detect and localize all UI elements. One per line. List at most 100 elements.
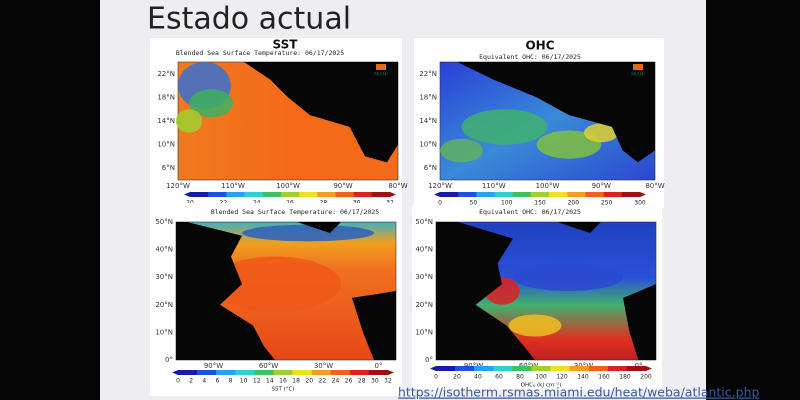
colorbar-segment: [362, 192, 373, 197]
lat-label: 0°: [165, 356, 173, 364]
colorbar-segment: [585, 192, 595, 197]
lat-label: 10°N: [415, 328, 433, 336]
colorbar-segment: [290, 192, 300, 197]
map-feature: [461, 109, 548, 145]
colorbar-segment: [280, 192, 291, 197]
colorbar-label: OHCₑ (kJ cm⁻²): [521, 382, 562, 389]
colorbar-segment: [262, 192, 273, 197]
colorbar-tick: 200: [568, 200, 580, 207]
colorbar-segment: [612, 192, 623, 197]
map-land: [176, 222, 275, 360]
map-feature: [513, 263, 623, 292]
colorbar-segment: [567, 192, 577, 197]
colorbar-tick: 40: [474, 374, 482, 381]
logo-mark: [633, 64, 643, 70]
colorbar-tick: 160: [598, 374, 610, 381]
lat-label: 40°N: [155, 246, 173, 254]
colorbar-segment: [283, 370, 293, 375]
lat-label: 0°: [425, 356, 433, 364]
lat-label: 10°N: [155, 328, 173, 336]
colorbar-segment: [178, 370, 188, 375]
colorbar-segment: [311, 370, 322, 375]
colorbar-label: SST (°C): [272, 387, 295, 393]
colorbar-tick: 28: [358, 378, 366, 385]
colorbar-tick: 12: [253, 378, 261, 385]
map-land: [557, 222, 601, 234]
colorbar-segment: [502, 366, 513, 371]
colorbar-segment: [197, 370, 207, 375]
colorbar-segment: [235, 192, 245, 197]
map-land: [623, 284, 656, 360]
colorbar-segment: [636, 366, 647, 371]
lat-label: 22°N: [419, 70, 437, 78]
panel-subtitle: Blended Sea Surface Temperature: 06/17/2…: [211, 208, 379, 216]
lat-label: 40°N: [415, 246, 433, 254]
colorbar-tick: 300: [634, 200, 646, 207]
colorbar-tick: 30: [371, 378, 379, 385]
map-feature: [189, 89, 233, 118]
colorbar-segment: [326, 192, 336, 197]
lon-label: 30°W: [314, 362, 333, 370]
colorbar-segment: [368, 370, 379, 375]
source-url[interactable]: https://isotherm.rsmas.miami.edu/heat/we…: [398, 385, 759, 400]
colorbar-end: [390, 192, 396, 197]
colorbar-end: [640, 192, 646, 197]
colorbar-segment: [217, 192, 227, 197]
colorbar-segment: [560, 366, 570, 371]
colorbar-end: [434, 192, 440, 197]
map-land: [244, 62, 398, 163]
colorbar-segment: [626, 366, 637, 371]
colorbar-segment: [353, 192, 364, 197]
colorbar-segment: [521, 192, 532, 197]
colorbar-tick: 60: [495, 374, 503, 381]
colorbar-segment: [271, 192, 282, 197]
colorbar-tick: 8: [229, 378, 233, 385]
colorbar-segment: [216, 370, 227, 375]
lat-label: 10°N: [419, 141, 437, 149]
colorbar-segment: [598, 366, 609, 371]
colorbar-tick: 20: [305, 378, 313, 385]
colorbar-tick: 10: [240, 378, 248, 385]
colorbar-segment: [503, 192, 514, 197]
map-land: [457, 62, 655, 163]
colorbar-tick: 180: [619, 374, 631, 381]
lon-label: 0°: [375, 362, 383, 370]
logo-text: MIAMI: [374, 72, 388, 78]
colorbar-segment: [263, 370, 274, 375]
lon-label: 110°W: [482, 182, 506, 190]
colorbar-segment: [440, 192, 450, 197]
colorbar-tick: 4: [202, 378, 206, 385]
colorbar-segment: [244, 192, 254, 197]
colorbar-tick: 18: [292, 378, 300, 385]
logo-text: MIAMI: [631, 72, 645, 78]
lon-label: 60°W: [259, 362, 278, 370]
colorbar-segment: [576, 192, 586, 197]
colorbar-segment: [549, 192, 559, 197]
colorbar-segment: [603, 192, 614, 197]
colorbar-tick: 150: [534, 200, 546, 207]
colorbar-end: [184, 192, 190, 197]
slide-title: Estado actual: [147, 2, 351, 37]
colorbar-tick: 200: [640, 374, 652, 381]
map-feature: [584, 123, 619, 143]
colorbar-tick: 140: [577, 374, 589, 381]
map-land: [352, 291, 396, 360]
colorbar-segment: [494, 192, 504, 197]
colorbar-end: [388, 370, 394, 375]
colorbar-segment: [199, 192, 209, 197]
colorbar-segment: [617, 366, 628, 371]
colorbar-tick: 100: [535, 374, 547, 381]
colorbar-segment: [621, 192, 632, 197]
colorbar-tick: 32: [384, 378, 392, 385]
colorbar-segment: [540, 192, 550, 197]
lat-label: 20°N: [155, 301, 173, 309]
colorbar-segment: [455, 366, 465, 371]
colorbar-tick: 250: [601, 200, 613, 207]
colorbar-segment: [579, 366, 590, 371]
colorbar-segment: [225, 370, 236, 375]
colorbar-segment: [340, 370, 351, 375]
colorbar-segment: [359, 370, 370, 375]
colorbar-segment: [436, 366, 446, 371]
colorbar-segment: [308, 192, 318, 197]
colorbar-segment: [558, 192, 568, 197]
